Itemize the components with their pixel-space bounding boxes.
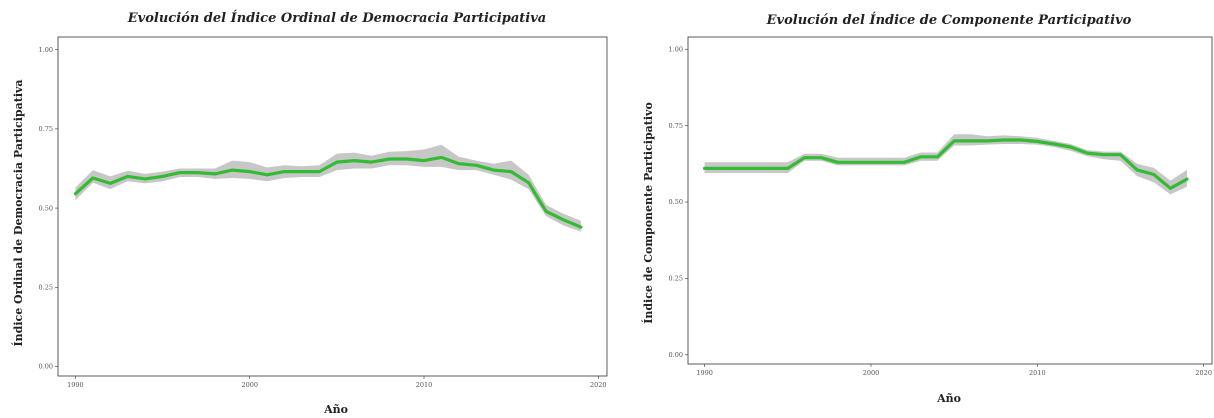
chart-left-x-tick-label: 2000 xyxy=(241,381,258,389)
chart-left-title: Evolución del Índice Ordinal de Democrac… xyxy=(127,10,546,26)
chart-right-svg: Evolución del Índice de Componente Parti… xyxy=(641,12,1213,405)
chart-right-confidence-band xyxy=(704,134,1187,195)
chart-left-plot: 0.00 0.25 0.50 0.75 1.00 1990 2000 2010 2020 xyxy=(39,36,608,389)
chart-right-title: Evolución del Índice de Componente Parti… xyxy=(766,12,1132,28)
chart-right-x-tick-label: 2020 xyxy=(1195,369,1212,377)
chart-left-xlabel: Año xyxy=(323,403,348,416)
chart-left-x-tick-label: 1990 xyxy=(67,381,84,389)
chart-left-y-tick-label: 0.25 xyxy=(39,283,53,291)
chart-left-svg: Evolución del Índice Ordinal de Democrac… xyxy=(11,10,608,416)
chart-left-x-tick-label: 2020 xyxy=(590,381,607,389)
chart-left-ylabel: Índice Ordinal de Democracia Participati… xyxy=(11,79,25,346)
chart-right-x-tick-label: 1990 xyxy=(696,369,713,377)
chart-right-y-tick-label: 0.75 xyxy=(669,122,683,130)
chart-left-series-line xyxy=(73,155,583,229)
chart-left-frame xyxy=(57,36,608,377)
chart-left-x-tick-label: 2010 xyxy=(416,381,433,389)
chart-right-y-tick-label: 0.00 xyxy=(669,351,683,359)
chart-left-y-tick-label: 1.00 xyxy=(39,46,53,54)
chart-panel-right: Evolución del Índice de Componente Parti… xyxy=(608,0,1214,418)
chart-right-frame xyxy=(687,36,1213,365)
chart-right-y-tick-label: 1.00 xyxy=(669,45,683,53)
chart-panel-left: Evolución del Índice Ordinal de Democrac… xyxy=(11,10,608,416)
chart-left-confidence-band xyxy=(75,144,581,232)
chart-right-y-tick-label: 0.50 xyxy=(669,198,683,206)
chart-right-y-tick-label: 0.25 xyxy=(669,275,683,283)
chart-right-ylabel: Índice de Componente Participativo xyxy=(641,102,655,324)
chart-left-y-tick-label: 0.50 xyxy=(39,204,53,212)
chart-right-x-tick-label: 2000 xyxy=(863,369,880,377)
chart-right-xlabel: Año xyxy=(936,392,961,405)
chart-left-y-tick-label: 0.75 xyxy=(39,125,53,133)
chart-right-series-line xyxy=(702,138,1189,190)
chart-right-plot: 0.00 0.25 0.50 0.75 1.00 1990 2000 2010 2020 xyxy=(669,36,1213,377)
chart-left-y-tick-label: 0.00 xyxy=(39,363,53,371)
chart-right-x-tick-label: 2010 xyxy=(1029,369,1046,377)
